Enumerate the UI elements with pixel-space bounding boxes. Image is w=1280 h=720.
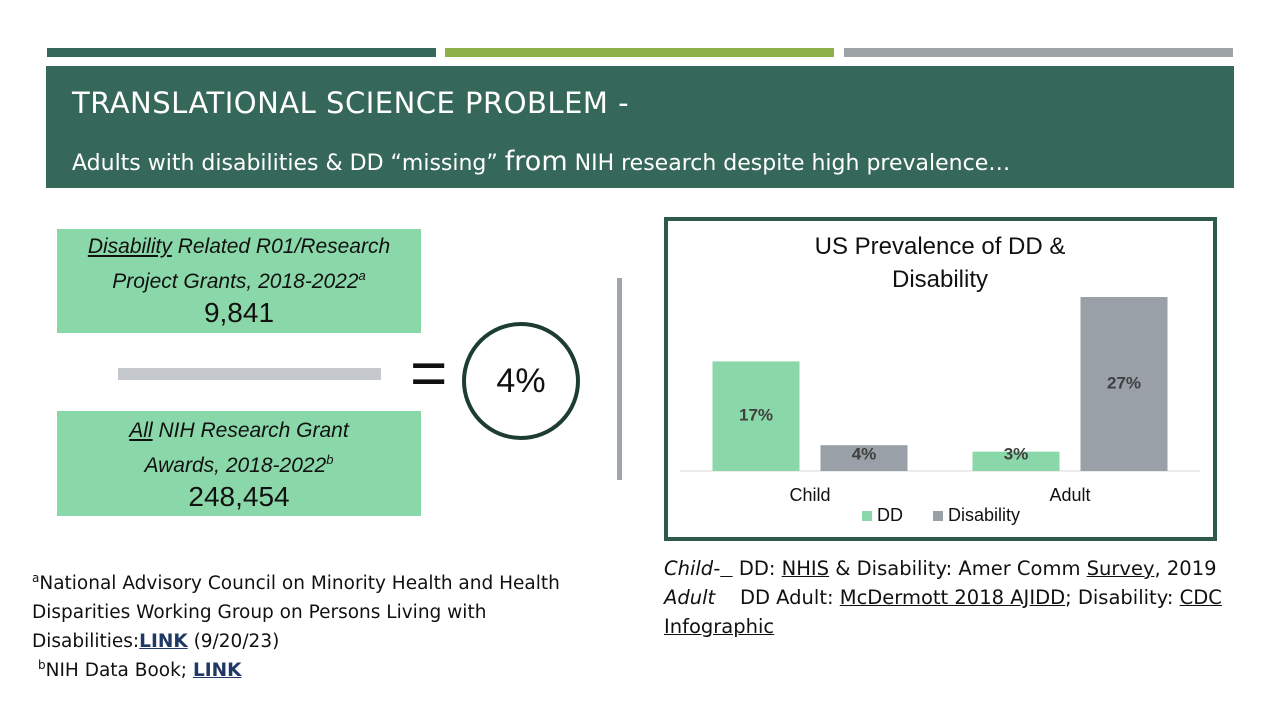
note-mark: b	[38, 658, 46, 672]
note-mark: b	[326, 452, 334, 467]
numerator-box: Disability Related R01/Research Project …	[57, 229, 421, 333]
chart-title: US Prevalence of DD & Disability	[814, 233, 1066, 293]
source-text: , 2019	[1154, 557, 1217, 580]
sources: Child- DD: NHIS & Disability: Amer Comm …	[664, 554, 1244, 641]
link[interactable]: LINK	[192, 660, 242, 682]
denominator-box: All NIH Research Grant Awards, 2018-2022…	[57, 411, 421, 516]
note-mark: a	[32, 571, 40, 585]
x-tick-label: Child	[789, 485, 830, 505]
bar	[712, 361, 800, 471]
footnote: bNIH Data Book; LINK	[38, 651, 241, 685]
bar	[820, 445, 908, 471]
value-label: 27%	[1107, 373, 1141, 392]
source-label: Adult	[664, 586, 716, 609]
divider	[617, 278, 622, 480]
source-text: DD Adult:	[739, 586, 834, 609]
legend-label: Disability	[948, 505, 1020, 525]
stripe	[844, 48, 1233, 57]
box-value: 9,841	[203, 297, 275, 328]
legend-swatch	[933, 511, 943, 521]
source-line: Child- DD: NHIS & Disability: Amer Comm …	[664, 554, 1244, 583]
bar	[1080, 297, 1168, 471]
source-label: Child-	[664, 557, 721, 580]
link[interactable]: LINK	[139, 631, 188, 653]
value-label: 17%	[739, 406, 773, 425]
bar	[972, 451, 1060, 471]
chart-title-box: US Prevalence of DD & Disability	[814, 233, 1066, 293]
box-text: Related R01/Research Project Grants, 201…	[112, 235, 391, 293]
title: TRANSLATIONAL SCIENCE PROBLEM -	[72, 86, 630, 120]
header: TRANSLATIONAL SCIENCE PROBLEM - Adults w…	[46, 66, 1234, 188]
footnote-text: NIH Data Book;	[45, 660, 188, 682]
footnote-text: National Advisory Council on Minority He…	[32, 573, 560, 653]
value-label: 4%	[852, 444, 877, 463]
underlined-word: Disability	[87, 235, 172, 258]
box-value: 248,454	[188, 481, 290, 512]
underlined-word: All	[129, 419, 153, 442]
note-mark: a	[358, 268, 366, 283]
source-link[interactable]: NHIS	[781, 557, 830, 580]
source-link[interactable]: CDC Infographic	[664, 586, 1222, 638]
value-label: 3%	[1004, 444, 1029, 463]
source-text: DD:	[738, 557, 776, 580]
equals-sign: =	[410, 337, 448, 409]
chart-frame	[664, 217, 1217, 541]
x-tick-label: Adult	[1049, 485, 1090, 505]
source-line: Adult DD Adult: McDermott 2018 AJIDD; Di…	[664, 583, 1244, 641]
subtitle-text: NIH research despite high prevalence…	[574, 151, 1011, 176]
source-link[interactable]: Survey	[1086, 557, 1155, 580]
source-link[interactable]: McDermott 2018 AJIDD	[839, 586, 1066, 609]
source-text: ; Disability:	[1065, 586, 1174, 609]
fraction-bar	[118, 368, 381, 380]
box-text: NIH Research Grant Awards, 2018-2022	[144, 419, 349, 477]
legend-swatch	[862, 511, 872, 521]
footnote: aNational Advisory Council on Minority H…	[32, 564, 602, 656]
subtitle-text: Adults with disabilities & DD “missing”	[72, 151, 498, 176]
subtitle-emphasis: from	[504, 146, 568, 177]
stripe	[47, 48, 436, 57]
result-circle: 4%	[462, 322, 580, 440]
source-text: & Disability: Amer Comm	[835, 557, 1081, 580]
legend-label: DD	[877, 505, 903, 525]
footnote-text: (9/20/23)	[193, 631, 280, 653]
subtitle: Adults with disabilities & DD “missing” …	[72, 146, 1010, 177]
result: 4%	[496, 361, 546, 400]
stripe	[445, 48, 834, 57]
